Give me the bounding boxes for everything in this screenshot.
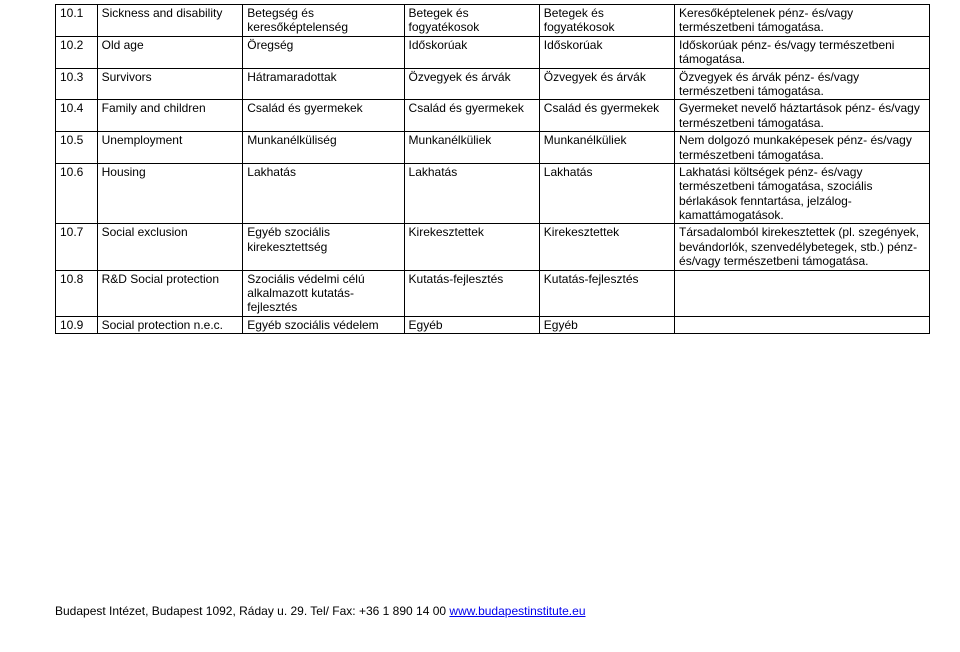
- cell-desc: Gyermeket nevelő háztartások pénz- és/va…: [675, 100, 930, 132]
- footer: Budapest Intézet, Budapest 1092, Ráday u…: [55, 604, 586, 618]
- cell-code: 10.2: [56, 36, 98, 68]
- table-row: 10.6 Housing Lakhatás Lakhatás Lakhatás …: [56, 163, 930, 224]
- cell-code: 10.3: [56, 68, 98, 100]
- cell-hu: Egyéb szociális védelem: [243, 316, 404, 333]
- cell-g1: Időskorúak: [404, 36, 539, 68]
- cell-g2: Egyéb: [539, 316, 674, 333]
- cell-en: Unemployment: [97, 132, 243, 164]
- cell-g2: Kirekesztettek: [539, 224, 674, 270]
- cell-code: 10.7: [56, 224, 98, 270]
- data-table: 10.1 Sickness and disability Betegség és…: [55, 4, 930, 334]
- table-row: 10.5 Unemployment Munkanélküliség Munkan…: [56, 132, 930, 164]
- table-row: 10.8 R&D Social protection Szociális véd…: [56, 270, 930, 316]
- cell-g2: Időskorúak: [539, 36, 674, 68]
- cell-g1: Lakhatás: [404, 163, 539, 224]
- cell-en: Old age: [97, 36, 243, 68]
- cell-en: Social exclusion: [97, 224, 243, 270]
- cell-code: 10.8: [56, 270, 98, 316]
- cell-g2: Lakhatás: [539, 163, 674, 224]
- cell-g1: Betegek és fogyatékosok: [404, 5, 539, 37]
- cell-g1: Özvegyek és árvák: [404, 68, 539, 100]
- cell-g2: Özvegyek és árvák: [539, 68, 674, 100]
- cell-desc: [675, 316, 930, 333]
- cell-hu: Lakhatás: [243, 163, 404, 224]
- cell-en: Survivors: [97, 68, 243, 100]
- cell-code: 10.5: [56, 132, 98, 164]
- cell-g1: Kutatás-fejlesztés: [404, 270, 539, 316]
- cell-code: 10.1: [56, 5, 98, 37]
- cell-g1: Család és gyermekek: [404, 100, 539, 132]
- cell-en: Family and children: [97, 100, 243, 132]
- cell-desc: Lakhatási költségek pénz- és/vagy termés…: [675, 163, 930, 224]
- cell-code: 10.9: [56, 316, 98, 333]
- cell-en: Sickness and disability: [97, 5, 243, 37]
- cell-desc: Időskorúak pénz- és/vagy természetbeni t…: [675, 36, 930, 68]
- table-row: 10.3 Survivors Hátramaradottak Özvegyek …: [56, 68, 930, 100]
- cell-hu: Munkanélküliség: [243, 132, 404, 164]
- cell-hu: Hátramaradottak: [243, 68, 404, 100]
- cell-en: Housing: [97, 163, 243, 224]
- cell-en: Social protection n.e.c.: [97, 316, 243, 333]
- footer-text: Budapest Intézet, Budapest 1092, Ráday u…: [55, 604, 449, 618]
- cell-code: 10.6: [56, 163, 98, 224]
- cell-desc: Társadalomból kirekesztettek (pl. szegén…: [675, 224, 930, 270]
- cell-g2: Munkanélküliek: [539, 132, 674, 164]
- cell-code: 10.4: [56, 100, 98, 132]
- table-row: 10.4 Family and children Család és gyerm…: [56, 100, 930, 132]
- footer-link[interactable]: www.budapestinstitute.eu: [449, 604, 585, 618]
- cell-g2: Család és gyermekek: [539, 100, 674, 132]
- cell-hu: Betegség és keresőképtelenség: [243, 5, 404, 37]
- table-row: 10.7 Social exclusion Egyéb szociális ki…: [56, 224, 930, 270]
- cell-hu: Család és gyermekek: [243, 100, 404, 132]
- table-row: 10.1 Sickness and disability Betegség és…: [56, 5, 930, 37]
- cell-desc: [675, 270, 930, 316]
- table-row: 10.2 Old age Öregség Időskorúak Időskorú…: [56, 36, 930, 68]
- table-row: 10.9 Social protection n.e.c. Egyéb szoc…: [56, 316, 930, 333]
- cell-desc: Nem dolgozó munkaképesek pénz- és/vagy t…: [675, 132, 930, 164]
- cell-g1: Kirekesztettek: [404, 224, 539, 270]
- cell-g2: Betegek és fogyatékosok: [539, 5, 674, 37]
- cell-desc: Keresőképtelenek pénz- és/vagy természet…: [675, 5, 930, 37]
- cell-hu: Egyéb szociális kirekesztettség: [243, 224, 404, 270]
- cell-desc: Özvegyek és árvák pénz- és/vagy természe…: [675, 68, 930, 100]
- cell-hu: Szociális védelmi célú alkalmazott kutat…: [243, 270, 404, 316]
- cell-g2: Kutatás-fejlesztés: [539, 270, 674, 316]
- cell-en: R&D Social protection: [97, 270, 243, 316]
- cell-g1: Munkanélküliek: [404, 132, 539, 164]
- cell-hu: Öregség: [243, 36, 404, 68]
- cell-g1: Egyéb: [404, 316, 539, 333]
